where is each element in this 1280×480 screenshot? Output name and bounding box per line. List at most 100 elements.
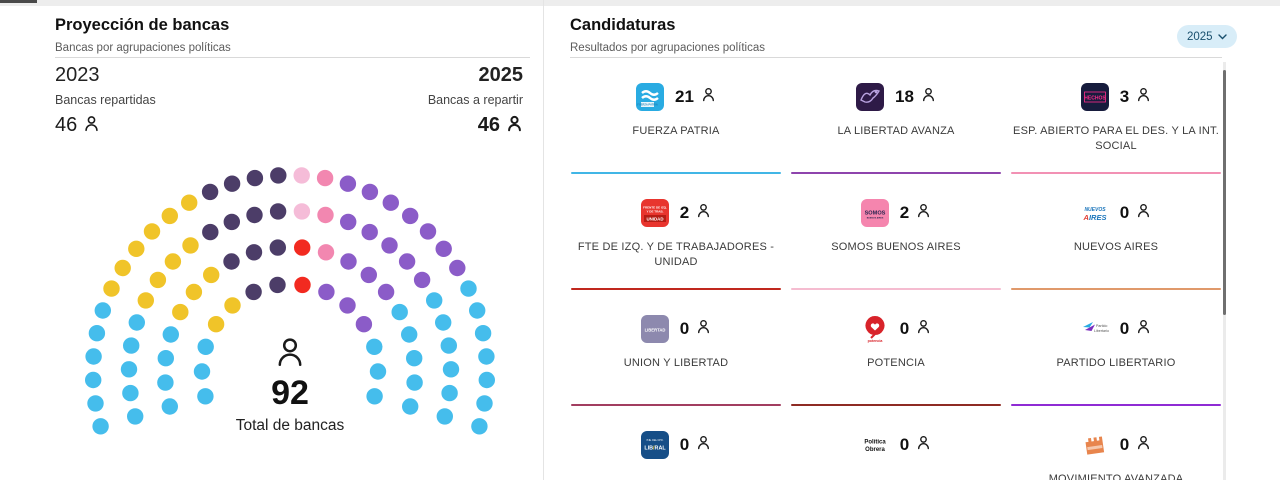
party-card-nuevos-aires[interactable]: NUEVOS AIRES 0 NUEVOS AIRES [1010,178,1222,294]
seat-dot[interactable] [245,244,263,261]
seat-dot[interactable] [85,371,102,389]
party-card-partido-libertario[interactable]: Partido Libertario 0 PARTIDO LIBERTARIO [1010,294,1222,410]
seat-dot[interactable] [181,194,198,211]
seat-dot[interactable] [185,283,203,301]
seat-dot[interactable] [360,266,377,284]
seat-dot[interactable] [164,253,182,270]
scrollbar-thumb[interactable] [1223,70,1226,315]
seat-dot[interactable] [293,203,311,220]
party-card-liberal[interactable]: PJE. DEL CPO. LIB/RAL 0 [570,410,782,480]
seat-dot[interactable] [92,418,109,435]
seat-dot[interactable] [398,253,416,270]
seat-dot[interactable] [478,348,495,365]
seat-dot[interactable] [401,326,418,343]
seat-dot[interactable] [201,183,219,201]
seat-dot[interactable] [172,303,189,321]
seat-dot[interactable] [435,314,452,331]
seat-dot[interactable] [366,338,383,355]
seat-dot[interactable] [224,297,241,314]
party-card-union-y-libertad[interactable]: LIBERTAD 0 UNION Y LIBERTAD [570,294,782,410]
seat-dot[interactable] [270,167,287,184]
seat-dot[interactable] [85,348,102,365]
seat-dot[interactable] [449,259,466,277]
seat-dot[interactable] [474,325,492,342]
seat-dot[interactable] [197,388,214,405]
seat-dot[interactable] [442,361,460,378]
seat-dot[interactable] [382,194,399,211]
seat-dot[interactable] [369,363,387,380]
seat-dot[interactable] [223,213,240,231]
seat-dot[interactable] [317,206,334,224]
seat-dot[interactable] [114,259,131,277]
seat-dot[interactable] [317,244,335,261]
seat-dot[interactable] [436,408,453,425]
year-filter-dropdown[interactable]: 2025 [1177,25,1237,48]
seat-dot[interactable] [355,316,373,333]
party-card-politica-obrera[interactable]: Política Obrera 0 [790,410,1002,480]
parliament-chart[interactable] [40,160,540,460]
seat-dot[interactable] [143,223,161,240]
party-card-potencia[interactable]: potencia 0 POTENCIA [790,294,1002,410]
seat-dot[interactable] [471,418,488,435]
party-card-la-libertad-avanza[interactable]: 18 LA LIBERTAD AVANZA [790,62,1002,178]
seat-dot[interactable] [127,408,144,425]
seat-dot[interactable] [340,213,357,231]
seat-dot[interactable] [128,240,145,257]
seat-dot[interactable] [339,297,356,314]
seat-dot[interactable] [377,283,395,301]
parliament-seats-svg[interactable] [40,160,540,460]
seat-dot[interactable] [197,338,214,355]
seat-dot[interactable] [182,237,199,254]
seat-dot[interactable] [202,223,219,241]
seat-dot[interactable] [426,292,443,309]
seat-dot[interactable] [137,292,154,309]
seat-dot[interactable] [340,253,357,270]
seat-dot[interactable] [122,384,139,402]
seat-dot[interactable] [103,280,120,297]
seat-dot[interactable] [361,223,378,241]
seat-dot[interactable] [245,283,262,301]
seat-dot[interactable] [339,175,357,192]
seat-dot[interactable] [469,302,486,319]
seat-dot[interactable] [361,183,379,201]
seat-dot[interactable] [162,326,179,343]
seat-dot[interactable] [476,395,493,412]
seat-dot[interactable] [120,361,138,378]
seat-dot[interactable] [207,316,225,333]
seat-dot[interactable] [440,337,457,354]
seat-dot[interactable] [294,239,311,256]
seat-dot[interactable] [269,276,286,294]
seat-dot[interactable] [316,169,334,187]
seat-dot[interactable] [435,240,452,257]
seat-dot[interactable] [293,167,310,184]
seat-dot[interactable] [246,169,264,187]
seat-dot[interactable] [402,398,419,415]
seat-dot[interactable] [87,395,104,412]
seat-dot[interactable] [223,175,241,192]
party-card-hechos[interactable]: HECHOS 3 ESP. ABIERTO PARA EL DES. Y LA IN… [1010,62,1222,178]
seat-dot[interactable] [128,314,145,331]
party-card-movimiento-avanzada[interactable]: 0 MOVIMIENTO AVANZADA [1010,410,1222,480]
seat-dot[interactable] [294,276,311,294]
seat-dot[interactable] [246,206,263,224]
seat-dot[interactable] [460,280,477,297]
seat-dot[interactable] [88,325,106,342]
seat-dot[interactable] [123,337,140,354]
seat-dot[interactable] [391,303,408,321]
seat-dot[interactable] [157,350,174,367]
seat-dot[interactable] [419,223,437,240]
seat-dot[interactable] [413,271,431,289]
seat-dot[interactable] [203,266,220,284]
party-card-fit-unidad[interactable]: FRENTE DE IZQ. Y DE TRAB. UNIDAD 2 FTE DE IZ… [570,178,782,294]
party-card-fuerza-patria[interactable]: FUERZA PATRIA 21 FUERZA PATRIA [570,62,782,178]
seat-dot[interactable] [193,363,211,380]
seat-dot[interactable] [402,207,419,225]
seat-dot[interactable] [366,388,383,405]
seat-dot[interactable] [406,374,423,391]
seat-dot[interactable] [478,371,495,389]
seat-dot[interactable] [161,398,178,415]
seat-dot[interactable] [441,384,458,402]
seat-dot[interactable] [269,239,286,256]
seat-dot[interactable] [161,207,178,225]
seat-dot[interactable] [318,283,335,301]
